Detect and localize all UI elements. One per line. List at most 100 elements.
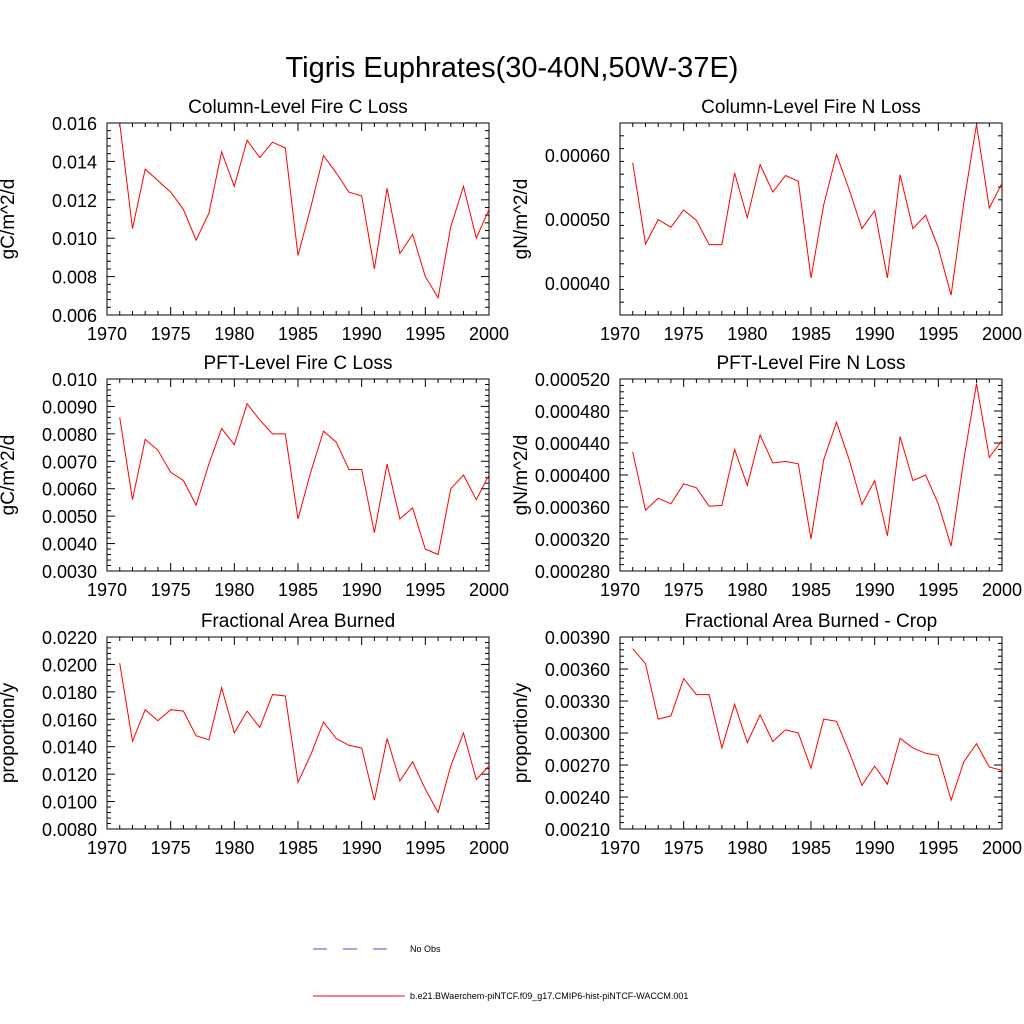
y-tick-label: 0.0120 [42, 765, 97, 785]
chart-panel-5: Fractional Area Burned 1970 1975 1980 1985 19… [0, 611, 509, 858]
x-tick-label: 2000 [982, 580, 1022, 600]
y-tick-label: 0.0040 [42, 535, 97, 555]
x-tick-label: 1980 [727, 838, 767, 858]
x-tick-label: 1995 [918, 838, 958, 858]
x-tick-label: 1970 [600, 838, 640, 858]
series-line-1 [119, 663, 490, 814]
panel-title: Column-Level Fire N Loss [701, 97, 921, 118]
chart-panel-2: Column-Level Fire N Loss 1970 1975 1980 1985… [511, 97, 1022, 344]
x-tick-label: 1980 [214, 838, 254, 858]
x-tick-label: 1995 [405, 838, 445, 858]
x-tick-label: 1990 [342, 838, 382, 858]
y-tick-label: 0.000440 [535, 434, 610, 454]
x-tick-label: 1990 [855, 324, 895, 344]
chart-panels: Column-Level Fire C Loss 1970 1975 1980 1985… [0, 97, 1022, 858]
y-tick-label: 0.00330 [545, 692, 610, 712]
series-line-1 [632, 383, 1003, 547]
y-tick-label: 0.0080 [42, 820, 97, 840]
legend-label-model: b.e21.BWaerchem-piNTCF.f09_g17.CMIP6-his… [410, 991, 688, 1001]
x-tick-label: 1970 [87, 580, 127, 600]
legend-label-no-obs: No Obs [410, 944, 441, 954]
x-tick-label: 1985 [278, 324, 318, 344]
x-tick-label: 1975 [151, 838, 191, 858]
y-tick-label: 0.008 [52, 268, 97, 288]
y-tick-label: 0.012 [52, 191, 97, 211]
y-tick-label: 0.0100 [42, 793, 97, 813]
y-tick-label: 0.00360 [545, 660, 610, 680]
x-tick-label: 1995 [405, 324, 445, 344]
y-tick-label: 0.0200 [42, 655, 97, 675]
y-axis-label: proportion/y [0, 682, 19, 783]
x-tick-label: 1985 [791, 838, 831, 858]
x-tick-label: 1985 [278, 838, 318, 858]
y-tick-label: 0.00210 [545, 820, 610, 840]
x-tick-label: 1980 [214, 580, 254, 600]
y-tick-label: 0.0090 [42, 397, 97, 417]
x-tick-label: 1985 [791, 580, 831, 600]
y-tick-label: 0.00050 [545, 210, 610, 230]
plot-frame [619, 636, 1003, 830]
x-tick-label: 1970 [87, 838, 127, 858]
plot-frame [106, 378, 490, 572]
y-tick-label: 0.016 [52, 114, 97, 134]
y-tick-label: 0.0140 [42, 738, 97, 758]
x-tick-label: 1970 [87, 324, 127, 344]
y-tick-label: 0.000520 [535, 370, 610, 390]
x-tick-label: 1985 [278, 580, 318, 600]
y-tick-label: 0.000320 [535, 530, 610, 550]
x-tick-label: 2000 [982, 324, 1022, 344]
x-tick-label: 1995 [918, 324, 958, 344]
y-axis-label: gC/m^2/d [0, 179, 19, 260]
panel-title: PFT-Level Fire C Loss [204, 353, 393, 374]
y-tick-label: 0.010 [52, 229, 97, 249]
x-tick-label: 2000 [469, 838, 509, 858]
legend: No Obs b.e21.BWaerchem-piNTCF.f09_g17.CM… [313, 944, 688, 1001]
series-line-1 [632, 124, 1003, 296]
y-tick-label: 0.006 [52, 306, 97, 326]
series-line-1 [632, 648, 1003, 802]
y-axis-label: proportion/y [511, 682, 532, 783]
x-tick-label: 1990 [342, 324, 382, 344]
panel-title: Fractional Area Burned [201, 611, 395, 632]
panel-title: Column-Level Fire C Loss [188, 97, 408, 118]
x-tick-label: 1975 [151, 324, 191, 344]
x-tick-label: 1975 [664, 580, 704, 600]
y-tick-label: 0.00270 [545, 756, 610, 776]
y-tick-label: 0.0030 [42, 562, 97, 582]
series-line-1 [119, 402, 490, 556]
x-tick-label: 1980 [727, 324, 767, 344]
chart-panel-6: Fractional Area Burned - Crop 1970 1975 198… [511, 611, 1022, 858]
x-tick-label: 1980 [727, 580, 767, 600]
y-tick-label: 0.0220 [42, 628, 97, 648]
series-line-1 [119, 122, 490, 300]
y-tick-label: 0.010 [52, 370, 97, 390]
x-tick-label: 1975 [664, 324, 704, 344]
y-tick-label: 0.00240 [545, 788, 610, 808]
y-tick-label: 0.000280 [535, 562, 610, 582]
plot-frame [619, 378, 1003, 572]
panel-title: PFT-Level Fire N Loss [717, 353, 906, 374]
y-tick-label: 0.00060 [545, 146, 610, 166]
y-tick-label: 0.000480 [535, 402, 610, 422]
y-tick-label: 0.0050 [42, 507, 97, 527]
main-title: Tigris Euphrates(30-40N,50W-37E) [286, 52, 739, 84]
y-tick-label: 0.0070 [42, 452, 97, 472]
x-tick-label: 2000 [469, 324, 509, 344]
x-tick-label: 1970 [600, 580, 640, 600]
x-tick-label: 2000 [982, 838, 1022, 858]
y-axis-label: gC/m^2/d [0, 435, 19, 516]
x-tick-label: 1975 [664, 838, 704, 858]
x-tick-label: 1990 [855, 580, 895, 600]
x-tick-label: 1980 [214, 324, 254, 344]
y-tick-label: 0.0180 [42, 683, 97, 703]
chart-panel-1: Column-Level Fire C Loss 1970 1975 1980 1985… [0, 97, 509, 344]
x-tick-label: 1995 [918, 580, 958, 600]
x-tick-label: 1990 [342, 580, 382, 600]
chart-panel-4: PFT-Level Fire N Loss 1970 1975 1980 1985 199… [511, 353, 1022, 600]
x-tick-label: 1970 [600, 324, 640, 344]
panel-title: Fractional Area Burned - Crop [685, 611, 937, 632]
y-tick-label: 0.00300 [545, 724, 610, 744]
y-tick-label: 0.000400 [535, 466, 610, 486]
x-tick-label: 1975 [151, 580, 191, 600]
